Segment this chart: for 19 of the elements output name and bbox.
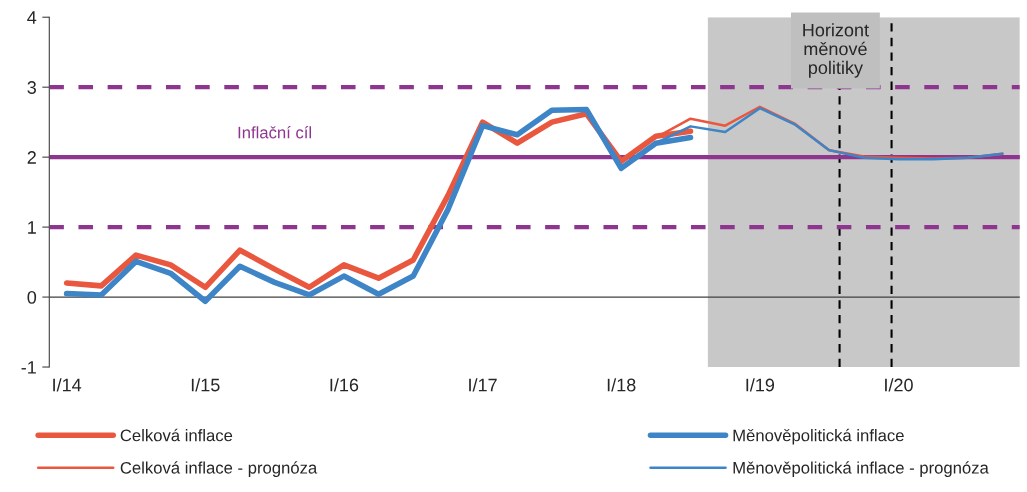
x-tick-label: I/17: [469, 378, 497, 392]
y-tick-label: 0: [27, 291, 37, 304]
y-tick-label: 4: [27, 11, 37, 24]
x-tick-label: I/14: [53, 378, 82, 392]
x-tick-label: I/20: [885, 378, 913, 392]
legend-label: Měnověpolitická inflace: [733, 428, 904, 445]
x-tick-label: I/15: [191, 378, 220, 392]
y-tick-label: 3: [27, 81, 36, 94]
legend-label: Celková inflace - prognóza: [120, 461, 318, 477]
ref-line-label: Inflační cíl: [238, 126, 311, 139]
x-tick-label: I/19: [746, 378, 775, 392]
y-tick-label: -1: [21, 361, 36, 374]
x-tick-label: I/18: [607, 378, 636, 392]
y-tick-label: 1: [28, 221, 36, 234]
x-tick-label: I/16: [330, 378, 359, 392]
legend-label: Celková inflace: [120, 428, 233, 442]
legend-label: Měnověpolitická inflace - prognóza: [733, 461, 989, 477]
y-tick-label: 2: [27, 151, 36, 164]
annotation: Horizont měnové politiky: [803, 23, 869, 78]
